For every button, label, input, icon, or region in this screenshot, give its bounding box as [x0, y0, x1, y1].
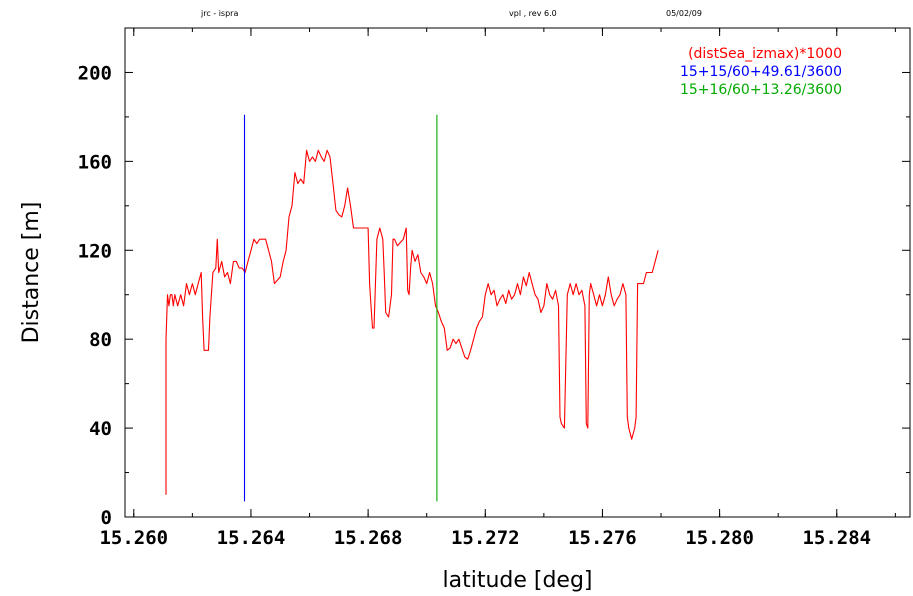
legend-entry-0: (distSea_izmax)*1000	[688, 46, 842, 62]
x-tick-label-1: 15.264	[217, 527, 286, 549]
x-tick-label-5: 15.280	[685, 527, 754, 549]
plot-frame	[124, 27, 911, 518]
y-axis-title: Distance [m]	[19, 202, 44, 344]
x-tick-label-6: 15.284	[802, 527, 871, 549]
legend-entry-2: 15+16/60+13.26/3600	[680, 82, 842, 98]
x-tick-label-4: 15.276	[568, 527, 637, 549]
header-center: vpl , rev 6.0	[509, 9, 557, 18]
y-tick-label-0: 0	[101, 507, 112, 529]
y-tick-label-4: 160	[78, 151, 112, 173]
tick-labels: 15.260 15.264 15.268 15.272 15.276 15.280 15.2…	[78, 62, 871, 549]
y-tick-label-5: 200	[78, 62, 112, 84]
header-right: 05/02/09	[666, 9, 702, 18]
x-axis-title: latitude [deg]	[442, 568, 592, 593]
series-lines	[165, 114, 659, 502]
x-tick-label-2: 15.268	[334, 527, 403, 549]
header-left: jrc - ispra	[200, 9, 238, 18]
y-tick-label-3: 120	[78, 240, 112, 262]
legend-entry-1: 15+15/60+49.61/3600	[680, 64, 842, 80]
x-tick-label-3: 15.272	[451, 527, 520, 549]
series-line-0	[165, 149, 659, 495]
x-tick-label-0: 15.260	[99, 527, 168, 549]
y-tick-label-1: 40	[89, 418, 112, 440]
axis-ticks	[125, 28, 910, 518]
y-tick-label-2: 80	[89, 329, 112, 351]
legend: (distSea_izmax)*1000 15+15/60+49.61/3600 1…	[680, 46, 842, 98]
